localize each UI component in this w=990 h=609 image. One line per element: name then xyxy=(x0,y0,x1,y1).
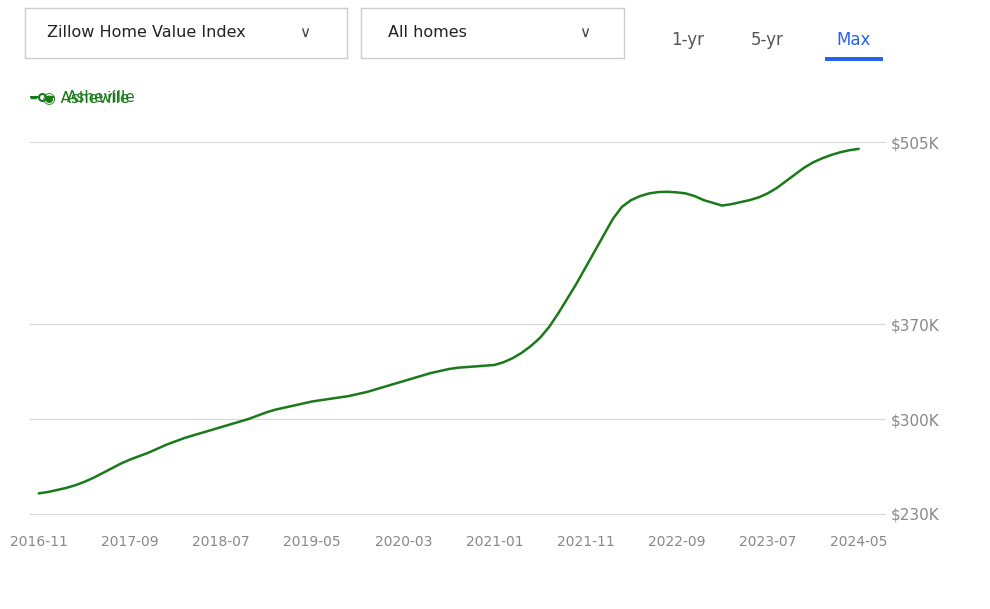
Text: 1-yr: 1-yr xyxy=(671,30,705,49)
Text: – ◉ Asheville: – ◉ Asheville xyxy=(30,90,129,105)
Text: Zillow Home Value Index: Zillow Home Value Index xyxy=(48,26,247,40)
Text: ∨: ∨ xyxy=(299,26,310,40)
Text: Max: Max xyxy=(837,30,870,49)
Text: 5-yr: 5-yr xyxy=(750,30,784,49)
Text: All homes: All homes xyxy=(387,26,466,40)
Text: Asheville: Asheville xyxy=(67,90,136,105)
Text: ∨: ∨ xyxy=(579,26,590,40)
